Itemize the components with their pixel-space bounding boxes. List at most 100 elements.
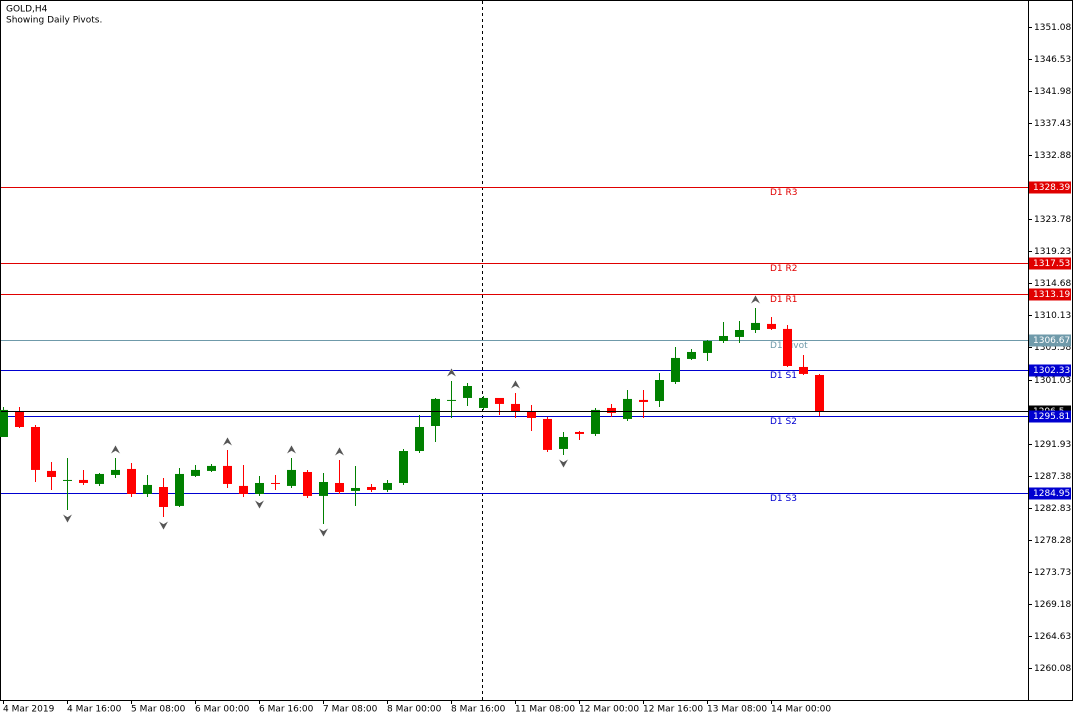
y-tick-label: 1287.38 <box>1034 472 1071 482</box>
pivot-name: D1 S2 <box>770 417 797 427</box>
candle-body <box>319 481 328 496</box>
x-tick-label: 12 Mar 00:00 <box>579 705 639 715</box>
candle-body <box>143 484 152 494</box>
candle-body <box>623 398 632 419</box>
candle-body <box>447 399 456 401</box>
candle-body <box>111 469 120 475</box>
candle-body <box>751 322 760 330</box>
candle-body <box>511 403 520 412</box>
fractal-up <box>749 294 762 305</box>
y-tick-label: 1332.88 <box>1034 151 1071 161</box>
pivot-name: D1 R1 <box>770 295 798 305</box>
candle-body <box>463 385 472 398</box>
y-tick-label: 1351.08 <box>1034 23 1071 33</box>
pivot-name: D1 S3 <box>770 494 797 504</box>
pivot-price-label: 1328.39 <box>1033 183 1070 193</box>
pivot-price-box <box>1029 181 1071 194</box>
fractal-down <box>61 513 74 524</box>
candle-body <box>15 410 24 427</box>
candle-body <box>799 366 808 374</box>
candle-body <box>191 469 200 476</box>
candle-body <box>767 323 776 329</box>
fractal-down <box>317 527 330 538</box>
pivot-price-label: 1302.33 <box>1033 366 1070 376</box>
pivot-price-label: 1313.19 <box>1033 290 1070 300</box>
pivot-price-label: 1306.67 <box>1033 336 1070 346</box>
candle-body <box>0 409 8 437</box>
fractal-up <box>109 444 122 455</box>
x-tick-label: 4 Mar 16:00 <box>67 705 122 715</box>
fractal-up <box>285 444 298 455</box>
y-tick-label: 1346.53 <box>1034 55 1071 65</box>
x-tick-label: 8 Mar 00:00 <box>387 705 442 715</box>
x-tick-label: 6 Mar 00:00 <box>195 705 250 715</box>
fractal-up <box>509 379 522 390</box>
candle-body <box>127 468 136 494</box>
y-tick-label: 1337.43 <box>1034 119 1071 129</box>
candle-body <box>479 397 488 408</box>
candle-body <box>783 328 792 366</box>
pivot-price-label: 1295.81 <box>1033 412 1070 422</box>
y-tick-label: 1278.28 <box>1034 536 1071 546</box>
y-tick-label: 1341.98 <box>1034 87 1071 97</box>
pivot-price-box <box>1029 257 1071 270</box>
candle-body <box>383 482 392 490</box>
y-tick-label: 1260.08 <box>1034 664 1071 674</box>
pivot-name: D1 R2 <box>770 264 798 274</box>
y-tick-label: 1282.83 <box>1034 504 1071 514</box>
candle-body <box>47 470 56 477</box>
pivot-price-label: 1317.53 <box>1033 259 1070 269</box>
fractal-up <box>221 436 234 447</box>
candle-body <box>559 436 568 449</box>
pivot-price-box <box>1029 288 1071 301</box>
y-tick-label: 1305.58 <box>1034 343 1071 353</box>
candle-body <box>255 482 264 494</box>
candle-body <box>31 426 40 470</box>
x-tick-label: 7 Mar 08:00 <box>323 705 378 715</box>
y-tick-label: 1310.13 <box>1034 311 1071 321</box>
x-tick-label: 11 Mar 08:00 <box>515 705 575 715</box>
candle-body <box>79 479 88 483</box>
candle-body <box>335 482 344 493</box>
candle-body <box>159 486 168 508</box>
candle-body <box>719 335 728 341</box>
y-tick-label: 1314.68 <box>1034 279 1071 289</box>
candle-body <box>431 398 440 427</box>
pivot-name: D1 S1 <box>770 371 797 381</box>
candle-body <box>223 465 232 484</box>
pivot-price-box <box>1029 487 1071 500</box>
chart-subtitle: Showing Daily Pivots. <box>6 16 102 26</box>
candle-body <box>207 465 216 471</box>
candle-body <box>687 351 696 359</box>
candle-body <box>655 380 664 401</box>
candle-body <box>575 431 584 434</box>
fractal-down <box>557 458 570 469</box>
candle-body <box>527 410 536 418</box>
x-tick-label: 6 Mar 16:00 <box>259 705 314 715</box>
candle-body <box>303 471 312 496</box>
candle-body <box>495 397 504 404</box>
x-tick-label: 14 Mar 00:00 <box>771 705 831 715</box>
pivot-price-box <box>1029 410 1071 423</box>
candle-body <box>175 473 184 506</box>
x-tick-label: 5 Mar 08:00 <box>131 705 186 715</box>
chart-title: GOLD,H4 <box>6 5 48 15</box>
x-tick-label: 13 Mar 08:00 <box>707 705 767 715</box>
candle-body <box>351 487 360 491</box>
candle-body <box>415 426 424 452</box>
candle-body <box>239 485 248 494</box>
x-tick-label: 12 Mar 16:00 <box>643 705 703 715</box>
candle-body <box>735 329 744 337</box>
y-tick-label: 1273.73 <box>1034 568 1071 578</box>
pivot-price-box <box>1029 364 1071 377</box>
y-tick-label: 1301.03 <box>1034 376 1071 386</box>
candle-body <box>591 409 600 434</box>
candle-body <box>671 357 680 382</box>
candle-body <box>271 482 280 484</box>
pivot-price-label: 1284.95 <box>1033 489 1070 499</box>
y-tick-label: 1291.93 <box>1034 440 1071 450</box>
candle-body <box>287 469 296 486</box>
candle-body <box>367 486 376 490</box>
